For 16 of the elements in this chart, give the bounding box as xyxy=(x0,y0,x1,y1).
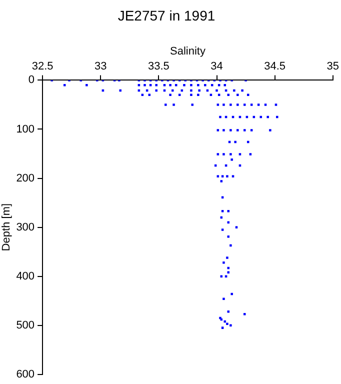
x-tick-label: 34.5 xyxy=(264,60,286,73)
y-tick-label: 300 xyxy=(16,221,35,234)
x-tick-label: 34 xyxy=(210,60,223,73)
chart-title: JE2757 in 1991 xyxy=(118,7,216,24)
x-tick-label: 32.5 xyxy=(32,60,54,73)
y-axis-title: Depth [m] xyxy=(0,203,13,252)
x-tick-label: 33.5 xyxy=(148,60,170,73)
x-axis-title: Salinity xyxy=(170,45,206,58)
x-tick-label: 33 xyxy=(94,60,107,73)
y-tick-label: 200 xyxy=(16,172,35,184)
y-tick-label: 400 xyxy=(16,270,35,282)
y-tick-label: 100 xyxy=(16,123,35,136)
x-tick-label: 35 xyxy=(326,60,340,73)
y-tick-label: 500 xyxy=(16,319,35,332)
y-tick-label: 600 xyxy=(16,368,35,380)
y-tick-label: 0 xyxy=(28,74,35,86)
